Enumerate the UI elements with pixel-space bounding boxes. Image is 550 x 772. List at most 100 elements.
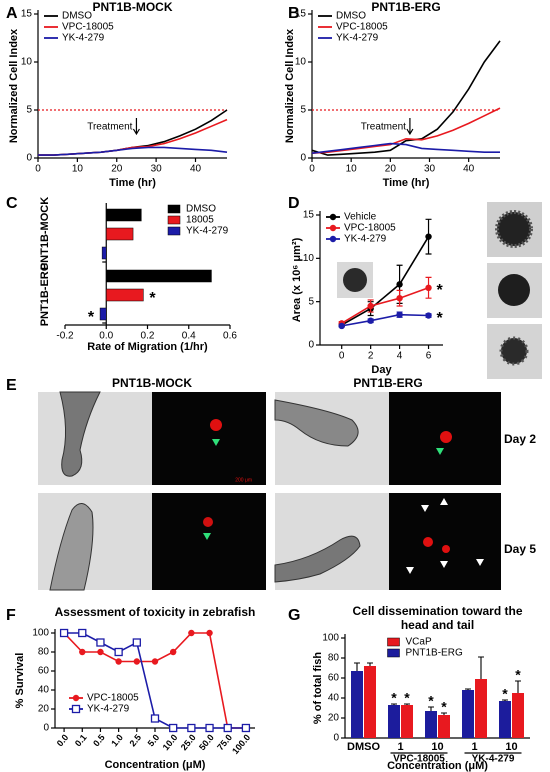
fluorescence-image [152,493,266,590]
error-bar [428,706,434,711]
fish [49,503,94,591]
x-tick-label: 30 [151,164,163,175]
fish [274,535,361,583]
x-tick-label: 0.0 [99,331,113,342]
x-axis-label: Concentration (μM) [105,759,206,771]
significance: * [437,282,444,299]
bar [99,307,107,321]
y-tick-label: 60 [38,666,50,677]
y-tick-label: 5 [300,105,306,116]
arrow [203,533,211,540]
scale-bar-label: 200 μm [235,477,252,483]
data-point [396,281,403,288]
data-point [396,311,403,318]
fluorescence-signal [440,431,452,443]
data-point [241,723,251,733]
x-tick-label: 10 [346,164,358,175]
x-tick-label: 20 [385,164,397,175]
fish [59,391,101,477]
x-tick-label: 0.0 [55,732,71,748]
legend-label: YK-4-279 [186,226,229,237]
series-line [341,287,429,324]
significance: * [404,690,410,706]
legend-label: DMSO [62,11,92,22]
y-tick-label: 15 [21,9,33,20]
panel-label: D [288,195,300,212]
data-point [425,233,432,240]
spheroid [343,268,367,292]
spheroid [499,336,529,366]
significance: * [149,290,156,307]
error-bar [465,688,471,690]
brightfield-image [38,392,152,485]
x-tick-label: 20 [111,164,123,175]
data-point [96,638,105,647]
x-tick-label: 10.0 [161,732,180,752]
data-point [425,284,432,291]
annotation: Treatment [87,122,132,133]
series-line [341,313,429,327]
legend-label: DMSO [336,11,366,22]
x-tick-label: 50.0 [197,732,216,752]
x-tick-label: 10 [505,741,517,753]
x-axis-label: Day [371,364,392,376]
bar [438,715,450,738]
panel-label: C [6,195,18,212]
panel-label: G [288,607,300,624]
y-tick-label: 10 [21,57,33,68]
data-point [338,322,345,330]
y-tick-label: 10 [295,57,307,68]
group-label: YK-4-279 [472,754,515,765]
y-tick-label: 60 [328,673,340,684]
spheroid-images [337,202,542,379]
bar [106,288,144,302]
data-point [79,648,86,656]
panel-label: F [6,607,16,624]
y-tick-label: 0 [300,153,306,164]
legend-label: YK-4-279 [62,33,105,44]
legend-label: 18005 [186,215,214,226]
bar [401,705,413,738]
spheroid [495,210,533,248]
y-axis-label: Area (x 10⁶ μm²) [291,237,303,322]
y-tick-label: 20 [328,713,340,724]
series-line [311,107,501,154]
error-bar [478,656,484,679]
y-tick-label: 0 [26,153,32,164]
error-bar [367,662,373,666]
row-label: Day 5 [504,542,536,556]
chart-title: head and tail [401,618,474,632]
significance: * [437,310,444,327]
data-point [150,714,160,723]
legend-label: VPC-18005 [62,22,114,33]
spheroid [498,274,530,306]
legend-swatch [387,637,400,647]
series-line [341,236,430,326]
bar [106,208,142,222]
legend-label: YK-4-279 [87,704,130,715]
bar [388,705,400,738]
category-label: PNT1B-MOCK [39,197,51,270]
x-tick-label: 0.1 [73,732,89,748]
annotation: Treatment [361,122,406,133]
error-bar [391,703,397,705]
x-tick-label: DMSO [347,741,380,753]
y-tick-label: 10 [303,253,315,264]
chart-title: Assessment of toxicity in zebrafish [55,605,256,619]
bar [101,246,107,260]
legend-label: PNT1B-ERG [406,648,463,659]
bar [462,690,474,738]
significance: * [88,309,95,326]
data-point [206,629,213,637]
y-axis-label: % Survival [14,653,26,709]
data-point [223,723,232,733]
arrow [212,439,220,446]
y-axis-label: Normalized Cell Index [284,28,296,143]
fluorescence-signal [423,537,433,547]
x-tick-label: -0.2 [56,331,74,342]
data-point [133,658,141,665]
data-point [97,648,104,656]
column-title: PNT1B-MOCK [112,376,192,390]
error-bar [441,712,447,715]
